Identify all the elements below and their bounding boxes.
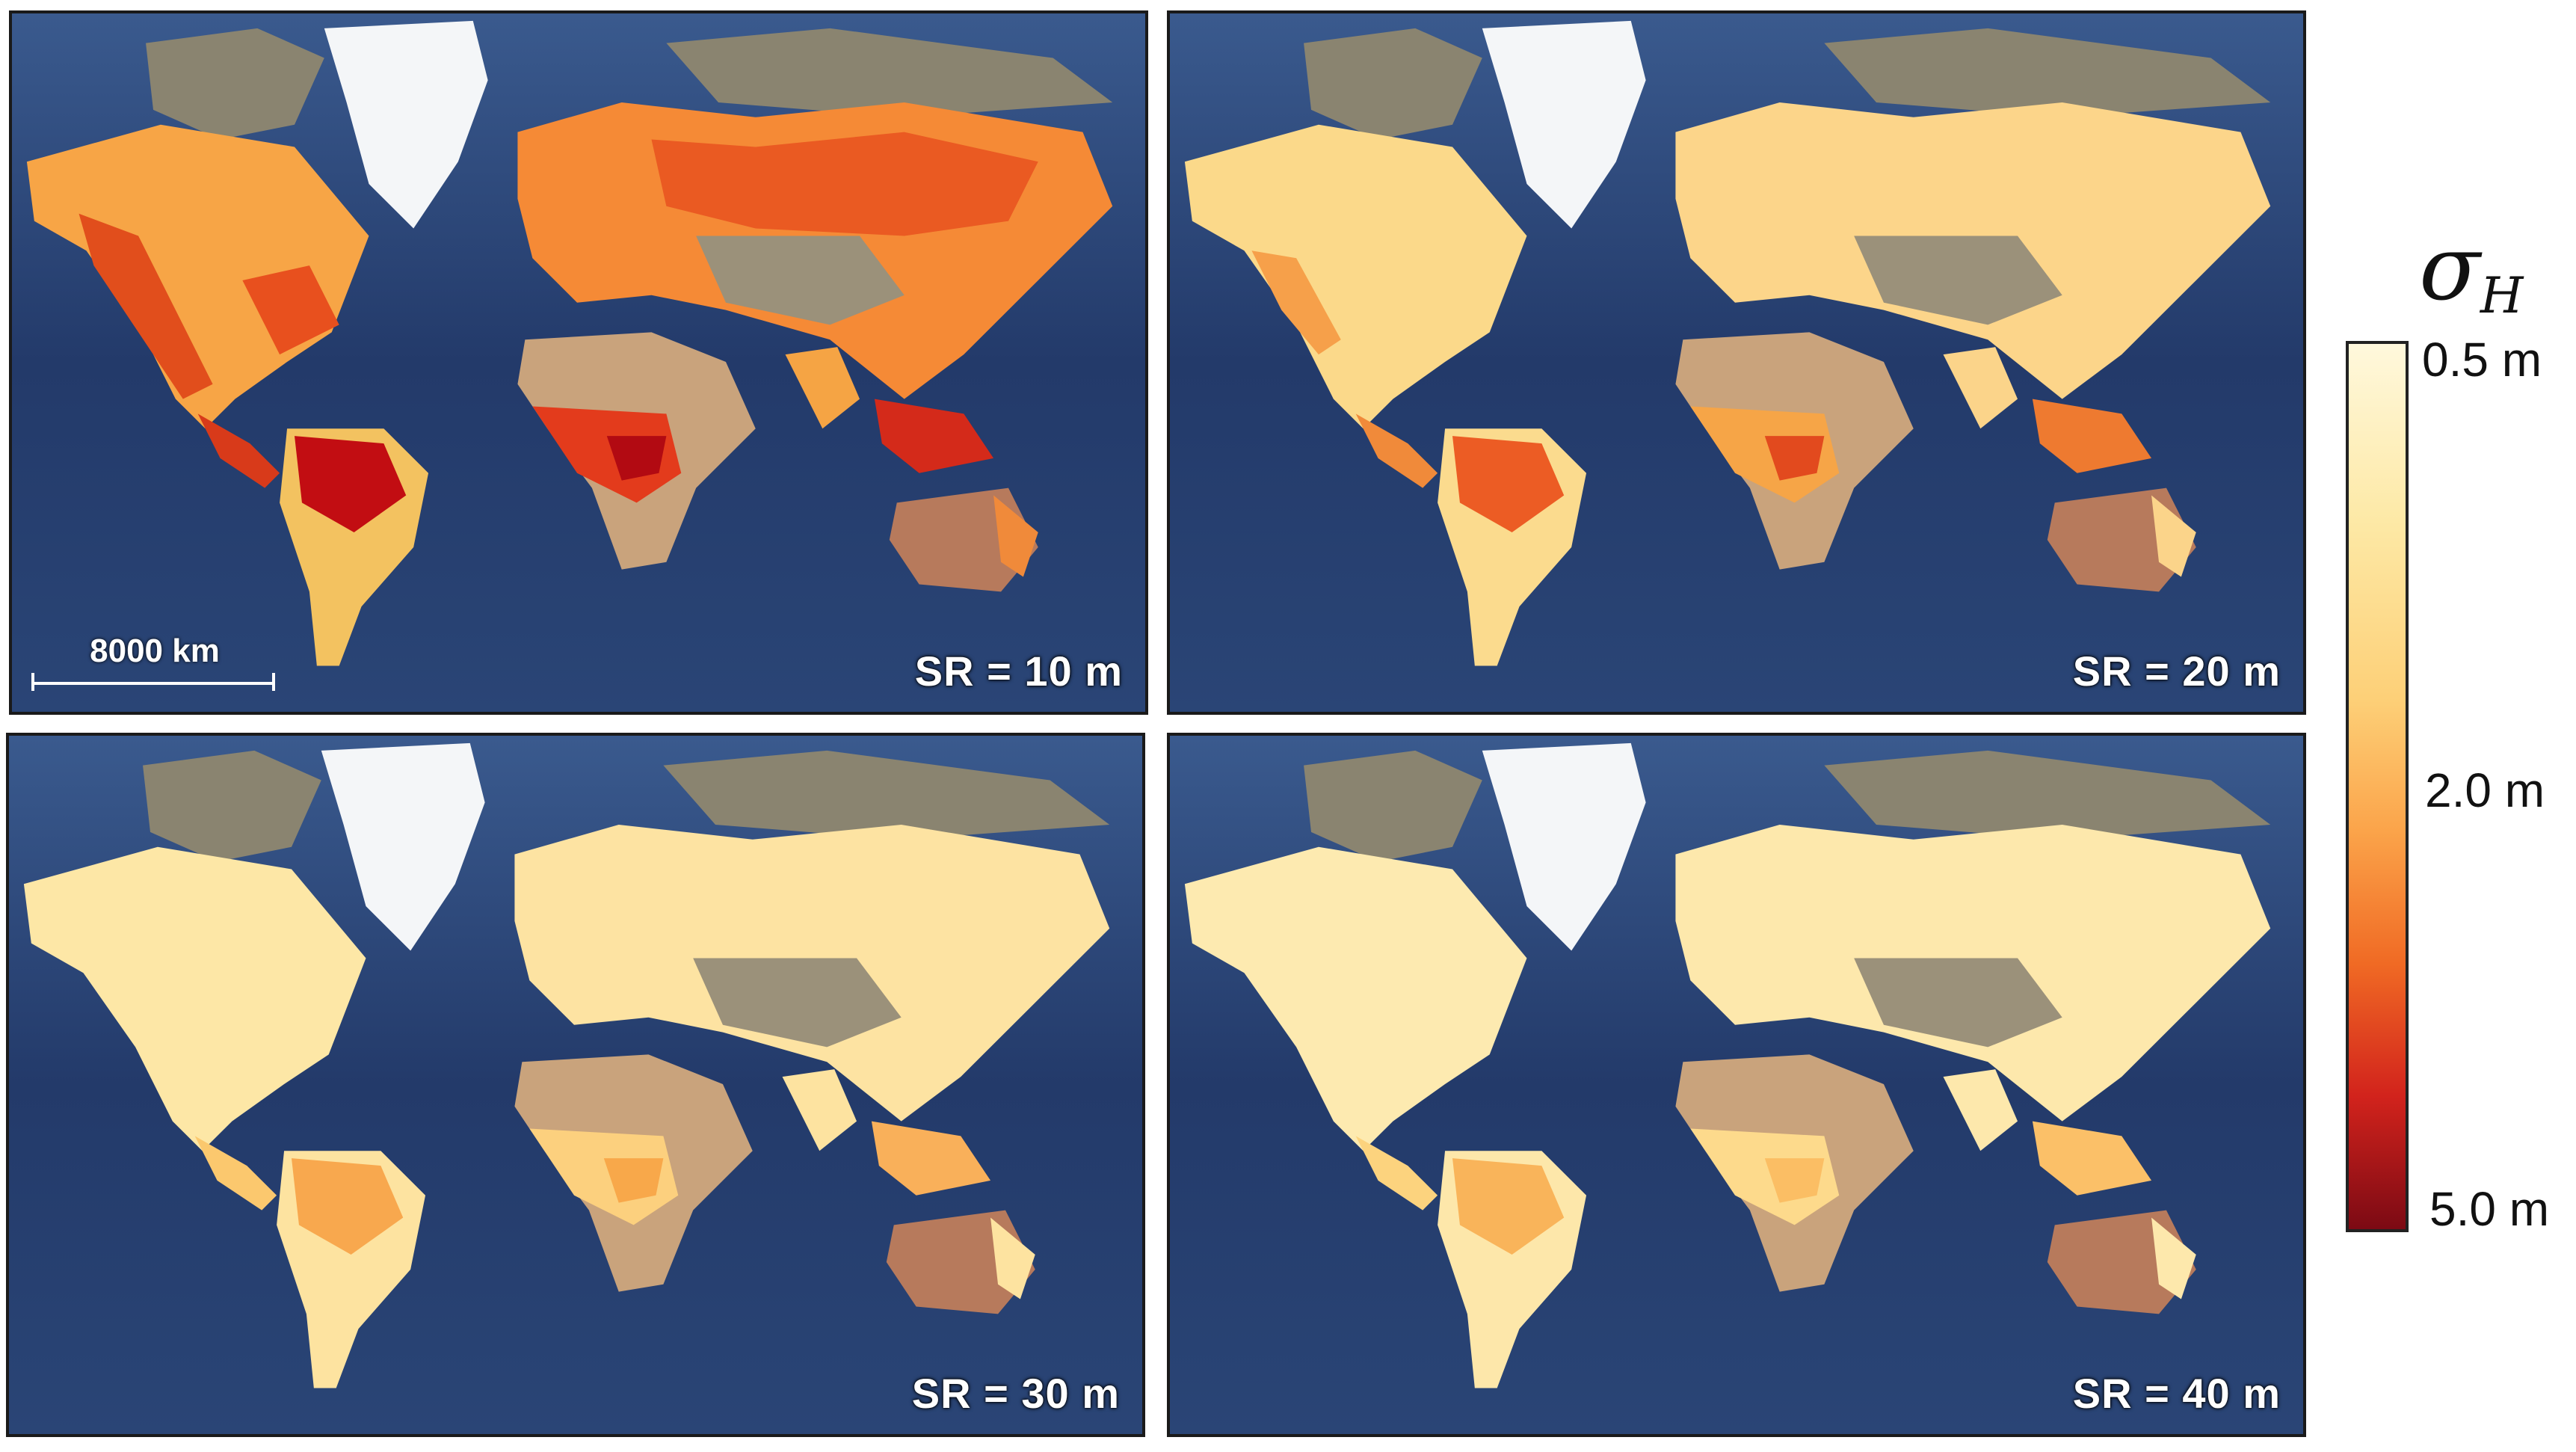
map-panel-sr-30: SR = 30 m	[6, 733, 1145, 1437]
world-map	[1170, 13, 2303, 712]
colorbar	[2346, 341, 2409, 1232]
colorbar-title: σH	[2419, 224, 2523, 321]
greenland-ice	[324, 20, 488, 229]
colorbar-title-subscript: H	[2480, 267, 2524, 324]
panel-label: SR = 10 m	[914, 647, 1123, 695]
panel-label: SR = 40 m	[2072, 1370, 2281, 1417]
colorbar-tick: 5.0 m	[2429, 1182, 2550, 1236]
world-map	[12, 13, 1145, 712]
panel-label: SR = 20 m	[2072, 647, 2281, 695]
scale-bar-label: 8000 km	[90, 633, 220, 669]
colorbar-tick: 0.5 m	[2422, 333, 2542, 387]
map-panel-sr-20: SR = 20 m	[1167, 10, 2306, 715]
world-map	[1170, 736, 2303, 1434]
panel-label: SR = 30 m	[911, 1370, 1120, 1417]
world-map	[9, 736, 1142, 1434]
map-panel-sr-10: 8000 km SR = 10 m	[9, 10, 1148, 715]
colorbar-title-symbol: σ	[2419, 217, 2480, 321]
map-panel-sr-40: SR = 40 m	[1167, 733, 2306, 1437]
colorbar-tick: 2.0 m	[2425, 763, 2545, 817]
scale-bar: 8000 km	[31, 633, 278, 691]
